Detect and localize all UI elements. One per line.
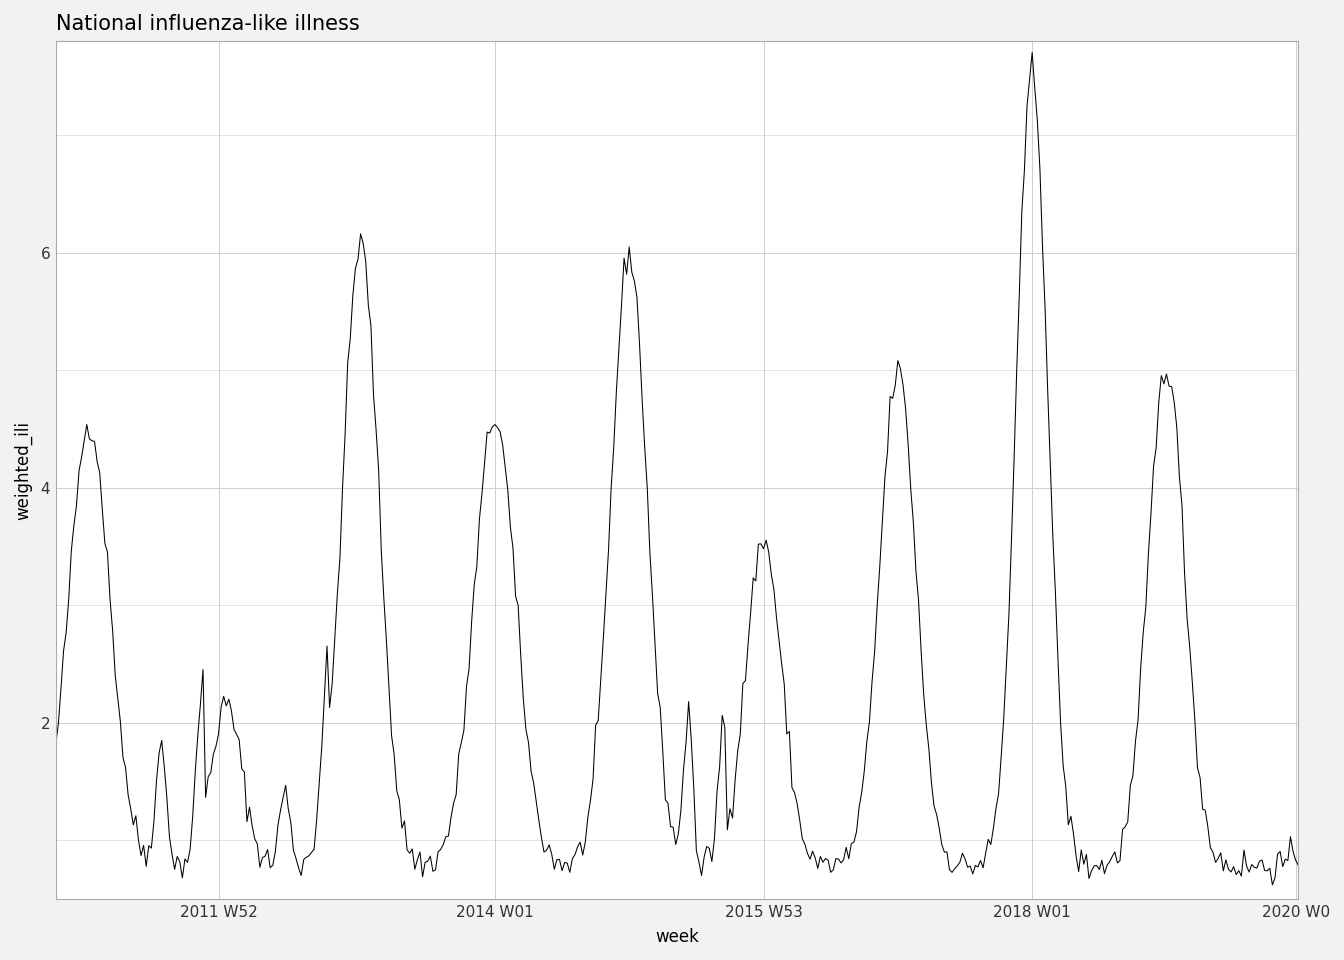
Y-axis label: weighted_ili: weighted_ili xyxy=(13,420,32,519)
Text: National influenza-like illness: National influenza-like illness xyxy=(56,13,360,34)
X-axis label: week: week xyxy=(655,928,699,947)
